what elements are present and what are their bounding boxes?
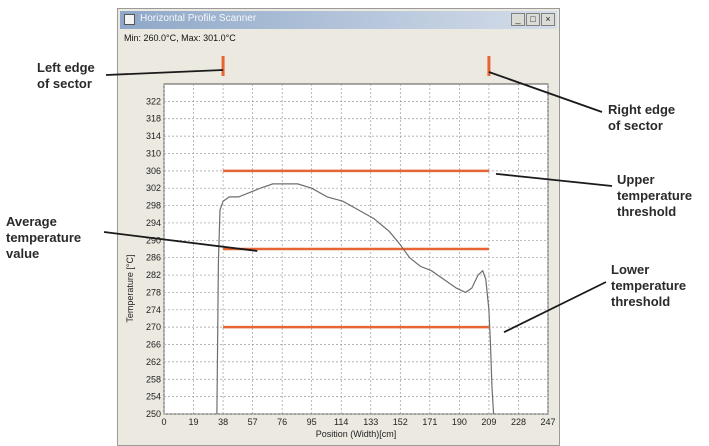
y-tick-label: 322 — [146, 96, 161, 106]
x-tick-label: 190 — [452, 417, 467, 427]
y-tick-label: 306 — [146, 166, 161, 176]
left-sector-edge-marker — [221, 56, 225, 76]
x-tick-label: 114 — [334, 417, 348, 427]
x-tick-label: 133 — [363, 417, 378, 427]
close-button[interactable]: × — [541, 13, 555, 26]
callout-average-value: Average temperature value — [6, 214, 82, 261]
y-axis-label: Temperature [°C] — [125, 255, 135, 323]
x-tick-label: 38 — [218, 417, 228, 427]
y-tick-label: 302 — [146, 183, 161, 193]
y-tick-label: 318 — [146, 114, 161, 124]
x-tick-label: 57 — [248, 417, 258, 427]
window-title: Horizontal Profile Scanner — [140, 13, 257, 24]
y-tick-label: 310 — [146, 148, 161, 158]
min-max-readout: Min: 260.0°C, Max: 301.0°C — [124, 33, 236, 43]
x-tick-label: 228 — [511, 417, 526, 427]
maximize-button[interactable]: □ — [526, 13, 540, 26]
x-tick-label: 209 — [481, 417, 496, 427]
y-tick-label: 290 — [146, 235, 161, 245]
right-sector-edge-marker — [487, 56, 491, 76]
y-tick-label: 258 — [146, 374, 161, 384]
y-tick-label: 278 — [146, 287, 161, 297]
minimize-button[interactable]: _ — [511, 13, 525, 26]
y-tick-label: 298 — [146, 201, 161, 211]
y-tick-label: 262 — [146, 357, 161, 367]
y-tick-label: 250 — [146, 409, 161, 419]
y-tick-label: 254 — [146, 392, 161, 402]
temperature-profile-curve — [216, 183, 495, 415]
x-axis-label: Position (Width)[cm] — [316, 429, 397, 439]
y-tick-label: 266 — [146, 340, 161, 350]
x-tick-label: 247 — [540, 417, 555, 427]
y-tick-label: 314 — [146, 131, 161, 141]
callout-upper-threshold: Upper temperature threshold — [617, 172, 693, 219]
leader-lower-threshold — [503, 281, 607, 333]
leader-right-edge — [488, 71, 603, 113]
y-tick-label: 294 — [146, 218, 161, 228]
window-titlebar[interactable]: Horizontal Profile Scanner _ □ × — [120, 11, 557, 29]
x-tick-label: 171 — [422, 417, 437, 427]
x-tick-label: 152 — [393, 417, 408, 427]
x-tick-label: 19 — [189, 417, 199, 427]
callout-left-edge: Left edge of sector — [37, 60, 95, 91]
leader-left-edge — [105, 69, 224, 76]
y-tick-label: 270 — [146, 322, 161, 332]
callout-lower-threshold: Lower temperature threshold — [611, 262, 687, 309]
leader-average-value — [103, 231, 258, 252]
x-tick-label: 0 — [161, 417, 166, 427]
y-tick-label: 286 — [146, 253, 161, 263]
leader-upper-threshold — [495, 172, 613, 187]
y-tick-label: 274 — [146, 305, 161, 315]
app-icon — [124, 14, 135, 25]
x-tick-label: 76 — [277, 417, 287, 427]
callout-right-edge: Right edge of sector — [608, 102, 676, 133]
y-tick-label: 282 — [146, 270, 161, 280]
x-tick-label: 95 — [307, 417, 317, 427]
